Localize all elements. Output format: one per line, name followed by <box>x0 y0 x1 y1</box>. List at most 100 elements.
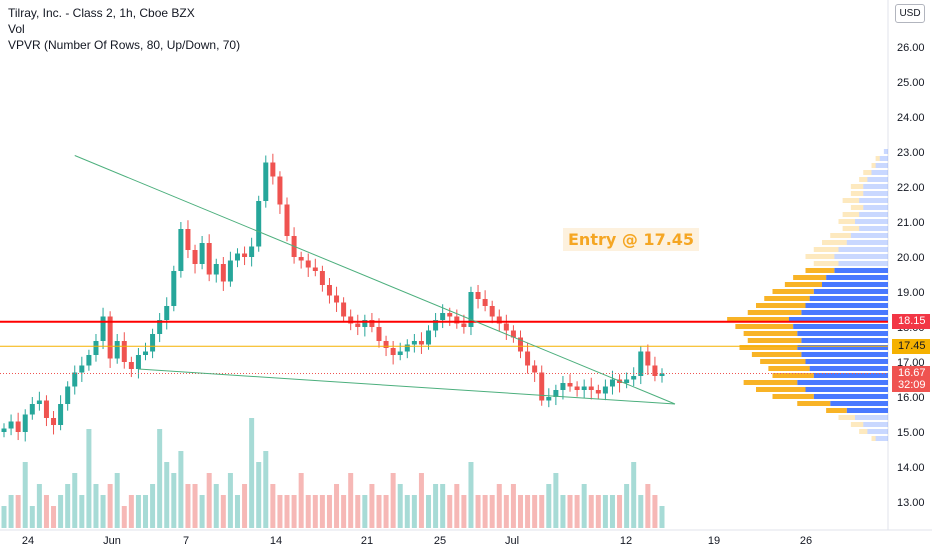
vpvr-down-bar <box>760 359 806 364</box>
candle-body <box>107 316 113 359</box>
candle-body <box>341 302 347 317</box>
candle-body <box>560 383 566 390</box>
volume-bar <box>482 495 488 528</box>
vpvr-down-bar <box>747 310 802 315</box>
currency-button[interactable]: USD <box>895 4 925 23</box>
candle-body <box>305 260 311 268</box>
volume-bar <box>242 484 248 528</box>
candle-body <box>100 316 106 341</box>
volume-bar <box>185 484 191 528</box>
candle-body <box>185 229 191 250</box>
vpvr-down-bar <box>793 275 827 280</box>
vpvr-down-bar <box>871 163 876 168</box>
volume-bar <box>100 495 106 528</box>
candle-body <box>277 176 283 205</box>
candle-body <box>86 355 92 366</box>
volume-bar <box>503 495 509 528</box>
candle-body <box>567 383 573 387</box>
volume-bar <box>404 495 410 528</box>
vpvr-down-bar <box>735 324 794 329</box>
vpvr-down-bar <box>842 198 860 203</box>
candle-body <box>645 351 651 366</box>
vpvr-down-bar <box>739 345 798 350</box>
vpvr-up-bar <box>813 289 888 294</box>
candle-body <box>397 351 403 355</box>
candle-body <box>659 373 665 376</box>
x-tick-label: 25 <box>434 535 446 547</box>
volume-bar <box>263 451 269 528</box>
volume-bar <box>1 506 7 528</box>
candle-body <box>489 306 495 317</box>
y-tick-label: 19.00 <box>897 287 925 299</box>
x-tick-label: 26 <box>800 535 812 547</box>
candle-body <box>36 400 42 404</box>
vpvr-up-bar <box>863 191 888 196</box>
candle-body <box>15 421 21 432</box>
volume-bar <box>510 484 516 528</box>
vpvr-down-bar <box>863 170 872 175</box>
candle-body <box>517 337 523 352</box>
vpvr-down-bar <box>859 429 868 434</box>
vpvr-up-bar <box>863 205 888 210</box>
vpvr-up-bar <box>805 303 888 308</box>
vpvr-up-bar <box>846 408 888 413</box>
x-tick-label: Jul <box>505 535 519 547</box>
y-tick-label: 14.00 <box>897 462 925 474</box>
vpvr-up-bar <box>859 226 888 231</box>
candle-body <box>369 320 375 327</box>
y-tick-label: 24.00 <box>897 112 925 124</box>
volume-indicator-label[interactable]: Vol <box>8 22 25 36</box>
volume-bar <box>348 473 354 528</box>
vpvr-down-bar <box>850 191 864 196</box>
volume-bar <box>454 484 460 528</box>
volume-bar <box>609 495 615 528</box>
volume-bar <box>341 495 347 528</box>
y-tick-label: 20.00 <box>897 252 925 264</box>
candle-body <box>157 320 163 334</box>
volume-bar <box>319 495 325 528</box>
candle-body <box>284 204 290 236</box>
vpvr-up-bar <box>834 254 888 259</box>
candle-body <box>624 379 630 383</box>
vpvr-up-bar <box>813 394 888 399</box>
vpvr-down-bar <box>826 408 847 413</box>
volume-bar <box>525 495 531 528</box>
candle-body <box>376 327 382 341</box>
candle-body <box>355 323 361 327</box>
candle-body <box>411 341 417 345</box>
volume-bar <box>213 484 219 528</box>
vpvr-up-bar <box>883 149 888 154</box>
candle-body <box>546 397 552 401</box>
entry-price-tag: 17.45 <box>892 339 930 354</box>
y-tick-label: 13.00 <box>897 497 925 509</box>
entry-annotation[interactable]: Entry @ 17.45 <box>563 228 700 251</box>
candle-body <box>43 400 49 418</box>
vpvr-up-bar <box>801 338 888 343</box>
volume-bar <box>298 473 304 528</box>
vpvr-down-bar <box>743 380 798 385</box>
candle-body <box>213 264 219 275</box>
candle-body <box>8 421 14 429</box>
volume-bar <box>65 484 71 528</box>
candle-body <box>503 323 509 331</box>
vpvr-up-bar <box>809 296 888 301</box>
volume-bar <box>29 506 35 528</box>
candle-body <box>312 267 318 271</box>
volume-bar <box>171 473 177 528</box>
candle-body <box>426 330 432 345</box>
vpvr-down-bar <box>859 177 868 182</box>
candle-body <box>461 323 467 327</box>
vpvr-indicator-label[interactable]: VPVR (Number Of Rows, 80, Up/Down, 70) <box>8 38 241 52</box>
vpvr-up-bar <box>809 366 888 371</box>
volume-bar <box>249 418 255 528</box>
vpvr-up-bar <box>879 156 888 161</box>
vpvr-down-bar <box>772 394 814 399</box>
candle-body <box>638 351 644 376</box>
vpvr-down-bar <box>756 303 806 308</box>
vpvr-down-bar <box>756 387 806 392</box>
vpvr-down-bar <box>830 233 851 238</box>
volume-bar <box>312 495 318 528</box>
candle-body <box>220 264 226 282</box>
resistance-price-tag: 18.15 <box>892 314 930 329</box>
